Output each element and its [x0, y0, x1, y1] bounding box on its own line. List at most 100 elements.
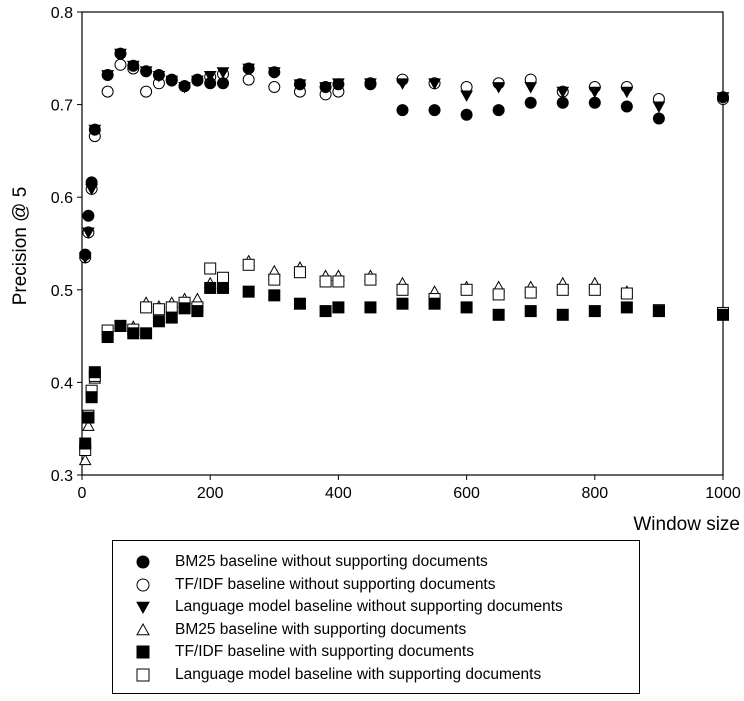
legend-symbol	[136, 622, 150, 635]
data-point	[588, 283, 601, 296]
data-point	[82, 209, 95, 222]
data-point	[127, 327, 140, 340]
legend-label: TF/IDF baseline with supporting document…	[175, 643, 474, 660]
data-point	[82, 419, 95, 431]
axes	[81, 11, 724, 476]
data-point	[79, 437, 92, 450]
data-point	[332, 275, 345, 288]
legend: BM25 baseline without supporting documen…	[112, 540, 640, 694]
legend-symbol	[136, 668, 150, 681]
data-point	[191, 305, 204, 318]
data-point	[620, 100, 633, 113]
legend-symbol	[136, 555, 150, 569]
legend-label: Language model baseline without supporti…	[175, 598, 563, 615]
data-point	[204, 262, 217, 275]
legend-symbol	[136, 601, 150, 615]
data-point	[203, 70, 217, 83]
y-tick-label: 0.6	[51, 190, 73, 207]
x-tick-label: 400	[325, 485, 352, 502]
plot-frame	[81, 11, 724, 476]
data-point	[293, 266, 306, 279]
data-point	[396, 104, 409, 117]
data-point	[268, 289, 281, 302]
data-point	[716, 92, 730, 104]
legend-symbol	[136, 645, 150, 659]
data-point	[620, 86, 634, 99]
data-point	[191, 75, 204, 88]
data-points	[78, 47, 730, 466]
data-point	[524, 96, 537, 109]
data-point	[492, 82, 505, 94]
data-point	[492, 308, 505, 321]
x-tick-label: 0	[78, 485, 87, 502]
legend-label: BM25 baseline without supporting documen…	[175, 553, 488, 570]
data-point	[140, 301, 153, 314]
data-point	[428, 78, 441, 90]
axis-ticks: 0 200 400 600 800 1000 0.3 0.4 0.5 0.6 0.7 0.8	[51, 5, 741, 502]
data-point	[460, 283, 473, 296]
data-point	[78, 252, 92, 264]
x-tick-label: 600	[453, 485, 480, 502]
data-point	[332, 78, 345, 90]
data-point	[364, 78, 377, 90]
data-point	[364, 273, 377, 286]
data-point	[178, 302, 191, 315]
data-point	[460, 301, 473, 314]
data-point	[396, 297, 409, 310]
data-point	[492, 288, 505, 301]
data-point	[620, 301, 633, 314]
data-point	[319, 305, 332, 318]
data-point	[139, 66, 153, 78]
data-point	[114, 319, 127, 332]
data-point	[319, 275, 332, 288]
legend-marker	[136, 668, 150, 681]
data-point	[165, 301, 178, 314]
y-tick-label: 0.3	[51, 468, 73, 485]
data-point	[82, 227, 95, 239]
data-point	[428, 104, 441, 117]
y-tick-label: 0.8	[51, 5, 73, 22]
data-point	[524, 286, 537, 299]
legend-label: Language model baseline with supporting …	[175, 665, 542, 683]
data-point	[101, 331, 114, 344]
legend-marker	[136, 645, 150, 659]
data-point	[178, 82, 191, 94]
legend-label: TF/IDF baseline without supporting docum…	[175, 575, 496, 593]
data-point	[242, 73, 255, 86]
data-point	[126, 60, 140, 73]
data-point	[588, 96, 601, 109]
legend-label: BM25 baseline with supporting documents	[175, 620, 467, 638]
data-point	[396, 78, 409, 90]
y-axis-label: Precision @ 5	[10, 187, 31, 306]
legend-symbol	[136, 578, 150, 591]
data-point	[267, 67, 281, 79]
data-point	[293, 297, 306, 310]
data-point	[242, 258, 255, 271]
x-tick-label: 200	[197, 485, 224, 502]
data-point	[165, 75, 179, 88]
data-point	[114, 58, 127, 71]
data-point	[78, 453, 92, 466]
x-tick-label: 800	[581, 485, 608, 502]
y-tick-label: 0.4	[51, 375, 73, 392]
data-point	[242, 63, 256, 76]
data-point	[460, 108, 473, 121]
data-point	[588, 86, 602, 99]
x-tick-label: 1000	[705, 485, 741, 502]
data-point	[556, 308, 569, 321]
data-point	[652, 305, 665, 318]
data-point	[88, 366, 101, 379]
data-point	[293, 79, 307, 91]
data-point	[101, 70, 114, 82]
y-tick-label: 0.5	[51, 283, 73, 300]
legend-marker	[136, 601, 150, 615]
y-tick-label: 0.7	[51, 98, 73, 115]
legend-marker	[136, 578, 150, 591]
data-point	[152, 315, 165, 328]
data-point	[85, 391, 98, 404]
data-point	[332, 301, 345, 314]
data-point	[152, 303, 165, 316]
data-point	[717, 308, 729, 321]
data-point	[217, 77, 230, 90]
data-point	[556, 86, 570, 99]
